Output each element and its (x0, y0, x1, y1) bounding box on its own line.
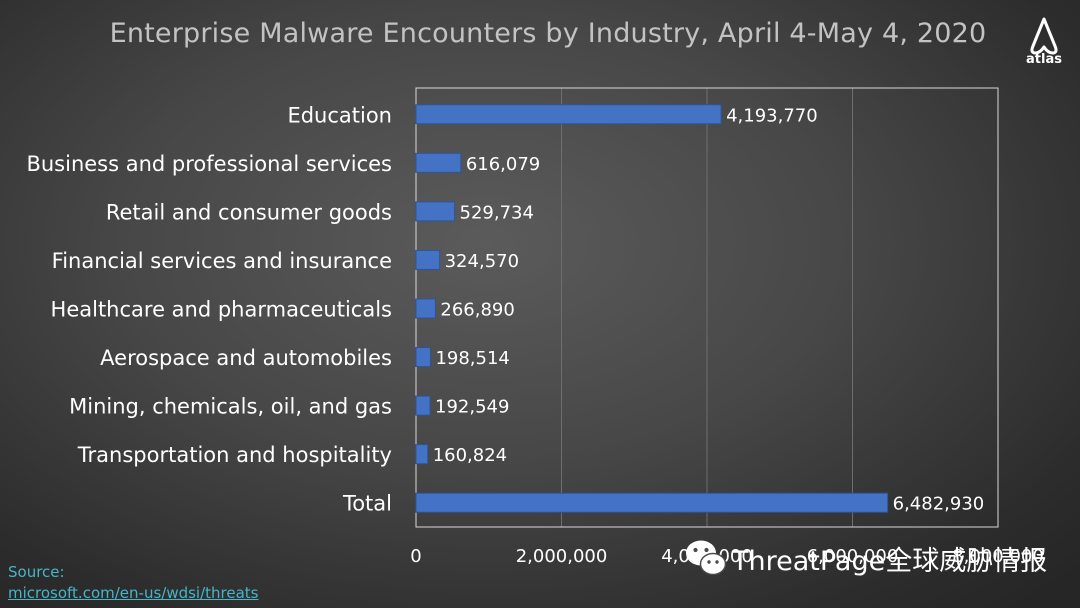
data-label: 266,890 (440, 300, 514, 321)
data-label: 160,824 (433, 445, 507, 466)
x-tick-label: 2,000,000 (516, 546, 608, 567)
chart-title: Enterprise Malware Encounters by Industr… (109, 18, 987, 49)
bar (415, 444, 429, 465)
category-label: Education (287, 103, 392, 127)
atlas-logo-icon (1030, 17, 1058, 55)
category-label: Retail and consumer goods (106, 200, 392, 224)
bar (415, 298, 436, 319)
data-label: 192,549 (435, 397, 509, 418)
data-label: 6,482,930 (893, 494, 985, 515)
bar (415, 249, 441, 270)
source-label: Source: (8, 563, 65, 581)
bar (415, 201, 456, 222)
category-label: Aerospace and automobiles (100, 346, 392, 370)
category-label: Mining, chemicals, oil, and gas (69, 395, 392, 419)
bar (415, 395, 431, 416)
atlas-logo-text: atlas (1026, 52, 1062, 67)
x-tick-label: 6,000,000 (807, 546, 899, 567)
x-tick-label: 0 (410, 546, 421, 567)
category-label: Total (342, 492, 392, 516)
category-label: Healthcare and pharmaceuticals (51, 298, 392, 322)
data-label: 616,079 (466, 154, 540, 175)
x-tick-label: 8,000,000 (952, 546, 1044, 567)
source-note: Source: microsoft.com/en-us/wdsi/threats (8, 562, 258, 604)
bar (415, 152, 462, 173)
wechat-icon (686, 540, 727, 576)
data-label: 4,193,770 (726, 105, 818, 126)
labels: Education 4,193,770 Business and professio… (26, 103, 1043, 567)
category-label: Financial services and insurance (52, 249, 392, 273)
category-label: Business and professional services (26, 152, 392, 176)
data-label: 198,514 (435, 348, 509, 369)
bar (415, 347, 431, 368)
bar (415, 492, 889, 513)
bars (415, 104, 889, 513)
data-label: 324,570 (445, 251, 519, 272)
category-label: Transportation and hospitality (77, 443, 392, 467)
watermark-text: ThreatPage全球威胁情报 (732, 545, 1048, 577)
bar (415, 104, 722, 125)
source-link[interactable]: microsoft.com/en-us/wdsi/threats (8, 584, 259, 602)
data-label: 529,734 (460, 202, 534, 223)
watermark: ThreatPage全球威胁情报 (682, 536, 1047, 580)
